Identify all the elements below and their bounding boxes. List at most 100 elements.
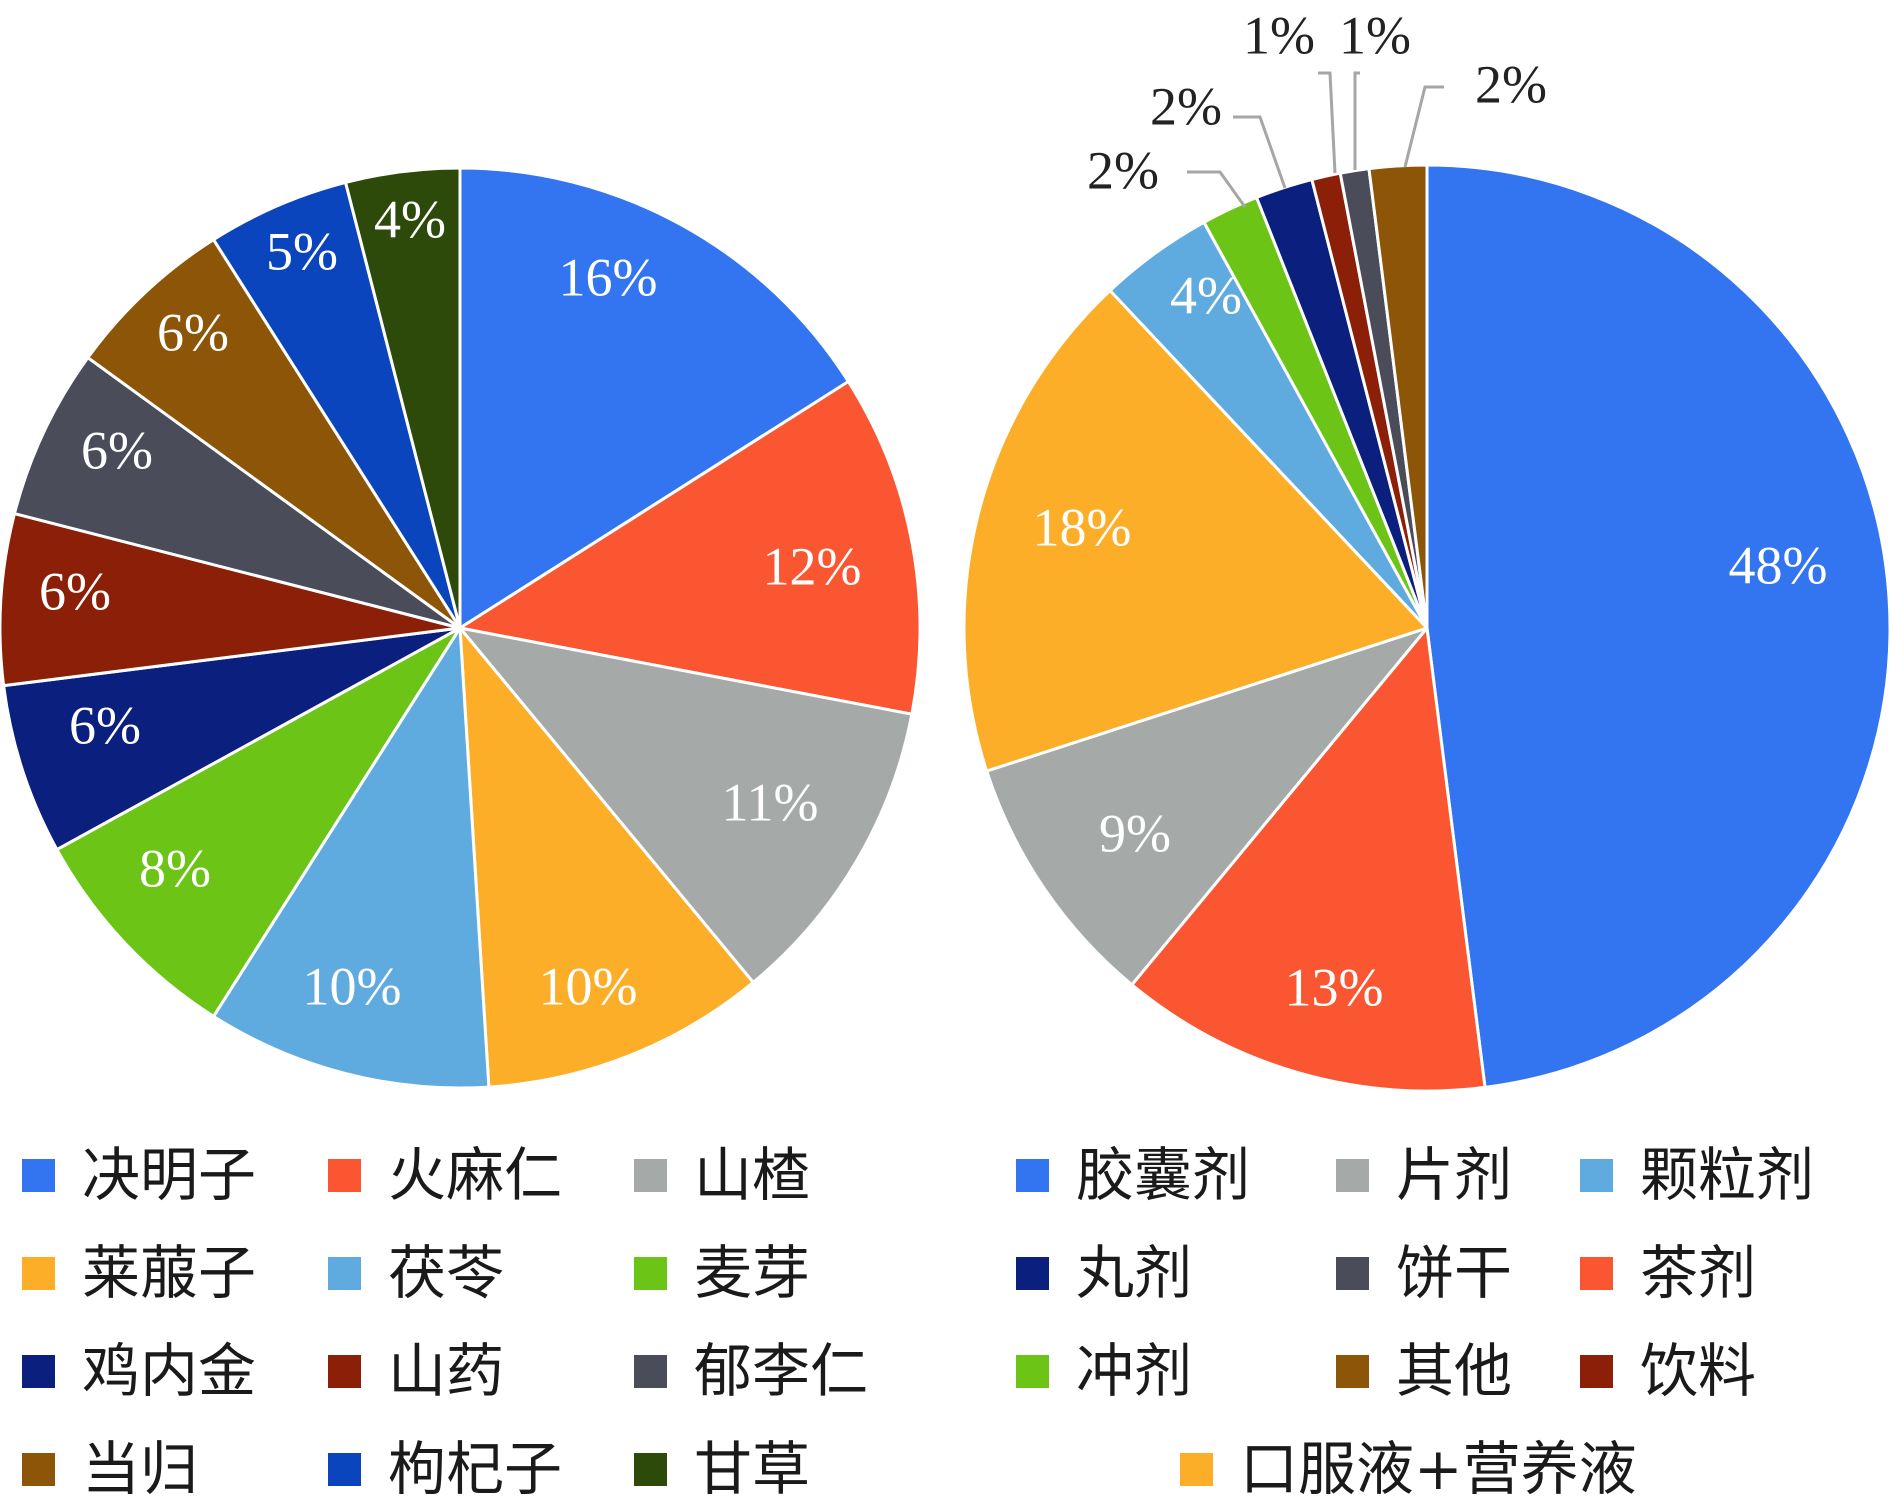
pct-label-left-2: 11% [722, 772, 819, 832]
legend-item: 山药 [328, 1341, 504, 1401]
pct-label-left-11: 4% [374, 189, 446, 249]
pct-label-right-4: 4% [1170, 265, 1242, 325]
legend-label: 丸剂 [1076, 1239, 1193, 1307]
pct-label-left-1: 12% [763, 536, 862, 596]
pct-label-right-1: 13% [1285, 957, 1384, 1017]
legend-label: 麦芽 [694, 1239, 811, 1307]
pct-label-right-6: 2% [1150, 76, 1222, 136]
legend-item: 决明子 [22, 1145, 256, 1205]
pct-label-right-3: 18% [1033, 497, 1132, 557]
legend-swatch [1180, 1452, 1213, 1486]
pct-label-right-2: 9% [1099, 803, 1171, 863]
legend-item: 山楂 [634, 1145, 810, 1205]
pie-slice-left-1 [458, 380, 922, 716]
legend-swatch [1580, 1354, 1613, 1388]
legend-swatch [1336, 1158, 1369, 1192]
pie-slice-right-1 [1130, 626, 1487, 1093]
legend-label: 鸡内金 [82, 1337, 257, 1405]
pct-label-left-4: 10% [303, 956, 402, 1016]
legend-label: 决明子 [82, 1141, 257, 1209]
legend-swatch [22, 1256, 55, 1290]
pie-slice-left-3 [458, 626, 755, 1089]
legend-item: 冲剂 [1016, 1341, 1192, 1401]
legend-swatch [22, 1452, 55, 1486]
legend-swatch [634, 1256, 667, 1290]
pct-label-left-9: 6% [157, 302, 229, 362]
legend-item: 茯苓 [328, 1243, 504, 1303]
legend-swatch [328, 1256, 361, 1290]
pie-slice-left-7 [0, 512, 462, 688]
legend-item: 其他 [1336, 1341, 1512, 1401]
legend-swatch [1580, 1158, 1613, 1192]
legend-item: 火麻仁 [328, 1145, 562, 1205]
legend-item: 当归 [22, 1439, 198, 1499]
legend-swatch [22, 1354, 55, 1388]
pct-label-right-0: 48% [1729, 535, 1828, 595]
legend-label: 枸杞子 [388, 1435, 563, 1503]
pie-slice-left-2 [458, 626, 914, 984]
legend-item: 枸杞子 [328, 1439, 562, 1499]
legend-item: 甘草 [634, 1439, 810, 1499]
pct-label-left-5: 8% [139, 838, 211, 898]
pie-slice-left-8 [12, 356, 462, 630]
pie-chart-ingredients: 16%12%11%10%10%8%6%6%6%6%5%4% [0, 166, 922, 1090]
legend-label: 莱菔子 [82, 1239, 257, 1307]
legend-label: 郁李仁 [694, 1337, 869, 1405]
legend-swatch [1016, 1158, 1049, 1192]
pie-slice-left-5 [55, 626, 462, 1018]
leader-line-right-5 [1187, 170, 1247, 208]
legend-label: 当归 [82, 1435, 199, 1503]
legend-label: 其他 [1396, 1337, 1513, 1405]
pct-label-right-8: 1% [1339, 5, 1411, 65]
pct-label-left-8: 6% [81, 420, 153, 480]
legend-item: 饼干 [1336, 1243, 1512, 1303]
legend-swatch [22, 1158, 55, 1192]
pie-chart-dosage-forms: 48%13%9%18%4%2%2%1% 1%2% [962, 5, 1890, 1093]
pie-slice-right-0 [1425, 163, 1890, 1089]
legend-swatch [1580, 1256, 1613, 1290]
legend-label: 冲剂 [1076, 1337, 1193, 1405]
legend-swatch [1336, 1354, 1369, 1388]
legend-item: 茶剂 [1580, 1243, 1756, 1303]
legend-swatch [634, 1452, 667, 1486]
pct-label-left-0: 16% [559, 247, 658, 307]
pie-slice-right-2 [985, 626, 1429, 987]
legend-label: 茯苓 [388, 1239, 505, 1307]
legend-swatch [634, 1158, 667, 1192]
legend-item: 郁李仁 [634, 1341, 868, 1401]
legend-swatch [634, 1354, 667, 1388]
legend-label: 颗粒剂 [1640, 1141, 1815, 1209]
legend-swatch [328, 1452, 361, 1486]
legend-item: 胶囊剂 [1016, 1145, 1250, 1205]
legend-label: 山楂 [694, 1141, 811, 1209]
legend-item: 鸡内金 [22, 1341, 256, 1401]
pct-label-left-7: 6% [39, 561, 111, 621]
legend-label: 饼干 [1396, 1239, 1513, 1307]
legend-label: 片剂 [1396, 1141, 1513, 1209]
legend-label: 山药 [388, 1337, 505, 1405]
legend-label: 口服液+营养液 [1240, 1435, 1637, 1503]
pct-label-left-10: 5% [266, 221, 338, 281]
legend-label: 火麻仁 [388, 1141, 563, 1209]
legend-label: 茶剂 [1640, 1239, 1757, 1307]
legend-label: 胶囊剂 [1076, 1141, 1251, 1209]
legend-label: 饮料 [1640, 1337, 1757, 1405]
pct-label-right-9: 2% [1475, 54, 1547, 114]
pie-slice-left-6 [2, 626, 462, 852]
legend-swatch [1016, 1256, 1049, 1290]
legend-item: 莱菔子 [22, 1243, 256, 1303]
pie-slice-left-9 [86, 238, 462, 630]
legend-label: 甘草 [694, 1435, 811, 1503]
pct-label-left-3: 10% [539, 956, 638, 1016]
leader-line-right-9 [1403, 85, 1444, 168]
leader-line-right-7 [1318, 71, 1337, 174]
legend-item: 麦芽 [634, 1243, 810, 1303]
pie-slice-right-3 [962, 288, 1429, 773]
pie-slice-right-9 [1367, 163, 1429, 630]
legend-swatch [328, 1158, 361, 1192]
pct-label-right-7: 1% [1243, 5, 1315, 65]
pie-slice-left-10 [212, 180, 462, 630]
leader-line-right-8 [1353, 71, 1360, 170]
